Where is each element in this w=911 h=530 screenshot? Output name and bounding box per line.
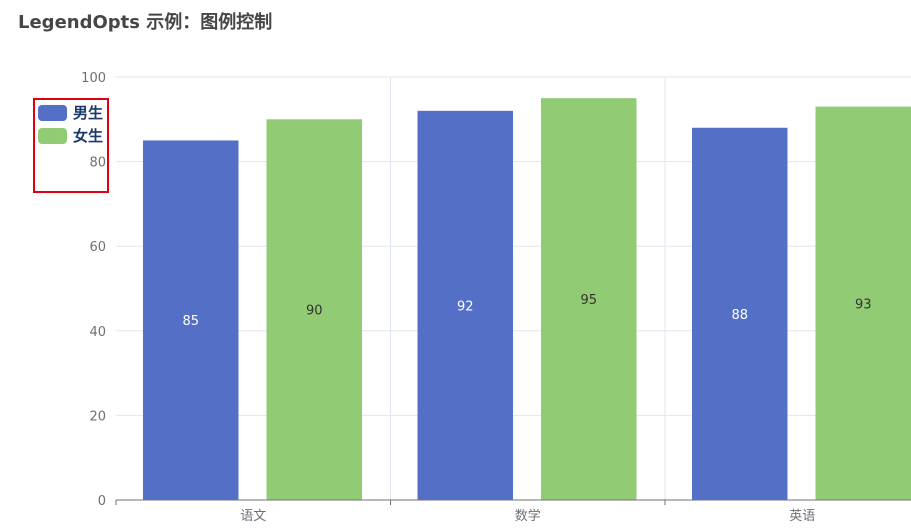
legend-highlight-box <box>33 98 109 193</box>
bar <box>692 127 788 500</box>
chart-title: LegendOpts 示例：图例控制 <box>18 12 273 33</box>
x-tick-label: 数学 <box>515 508 541 524</box>
legend-label-male: 男生 <box>73 104 104 122</box>
legend-label-female: 女生 <box>73 127 104 145</box>
legend-item-male[interactable]: 男生 <box>38 104 103 122</box>
y-tick-label: 100 <box>81 71 106 86</box>
data-label: 88 <box>731 308 748 323</box>
bar <box>417 110 513 500</box>
legend-item-female[interactable]: 女生 <box>38 127 103 145</box>
y-tick-label: 60 <box>89 240 106 255</box>
bar <box>143 140 239 500</box>
bar <box>266 119 362 501</box>
x-tick-label: 英语 <box>789 509 815 524</box>
bar <box>815 106 911 501</box>
data-label: 90 <box>306 304 323 319</box>
legend-swatch-male <box>38 105 67 121</box>
bar <box>541 98 637 501</box>
y-tick-label: 20 <box>89 409 106 424</box>
y-tick-label: 0 <box>98 494 106 509</box>
data-label: 93 <box>855 297 872 312</box>
data-label: 95 <box>580 293 597 308</box>
legend-swatch-female <box>38 128 67 144</box>
y-tick-label: 80 <box>89 156 106 171</box>
x-tick-label: 语文 <box>240 509 266 524</box>
data-label: 92 <box>457 299 474 314</box>
y-tick-label: 40 <box>89 325 106 340</box>
data-label: 85 <box>182 314 199 329</box>
